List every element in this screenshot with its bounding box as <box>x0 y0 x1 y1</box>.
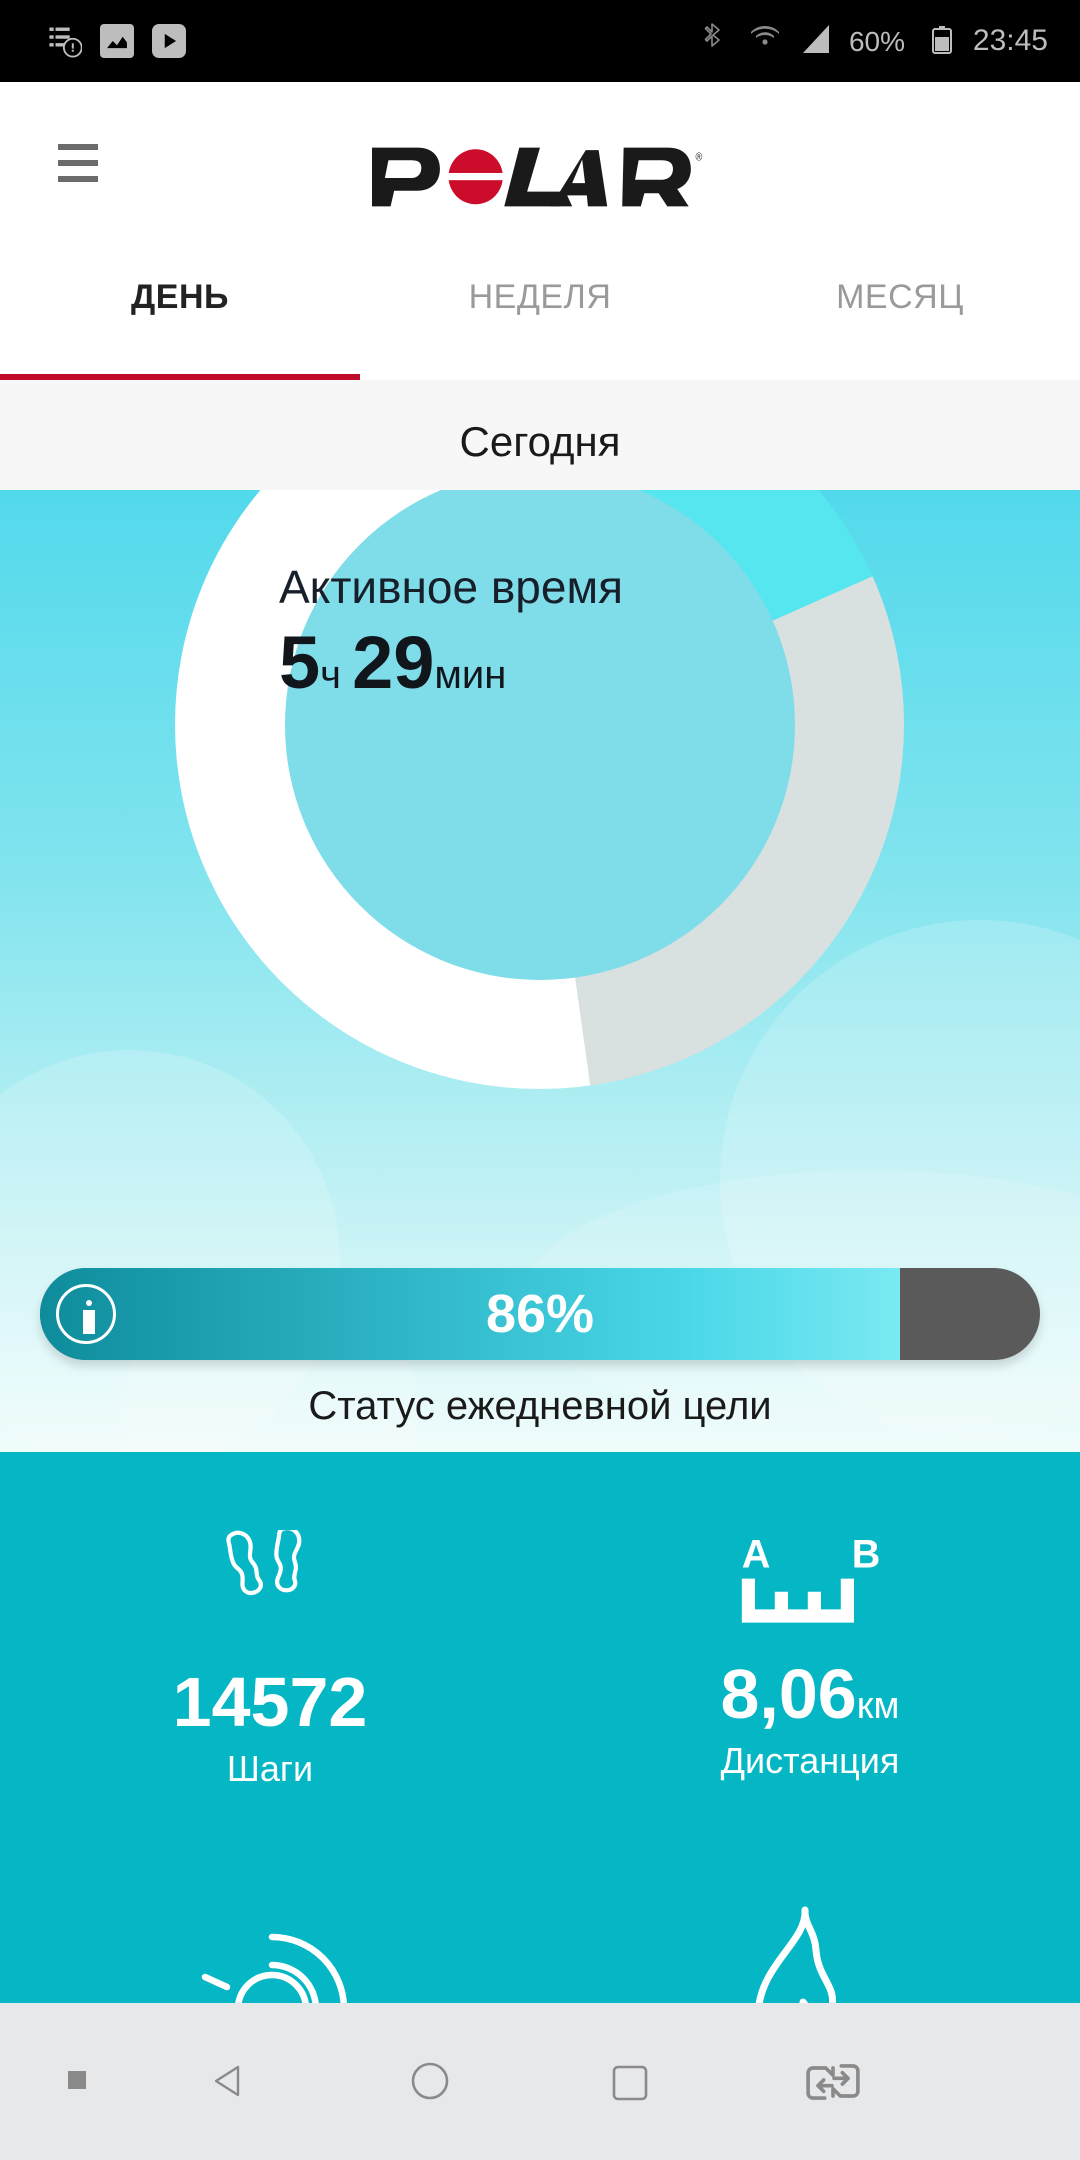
svg-text:®: ® <box>695 152 702 164</box>
svg-text:B: B <box>852 1533 881 1577</box>
svg-text:A: A <box>742 1533 771 1577</box>
